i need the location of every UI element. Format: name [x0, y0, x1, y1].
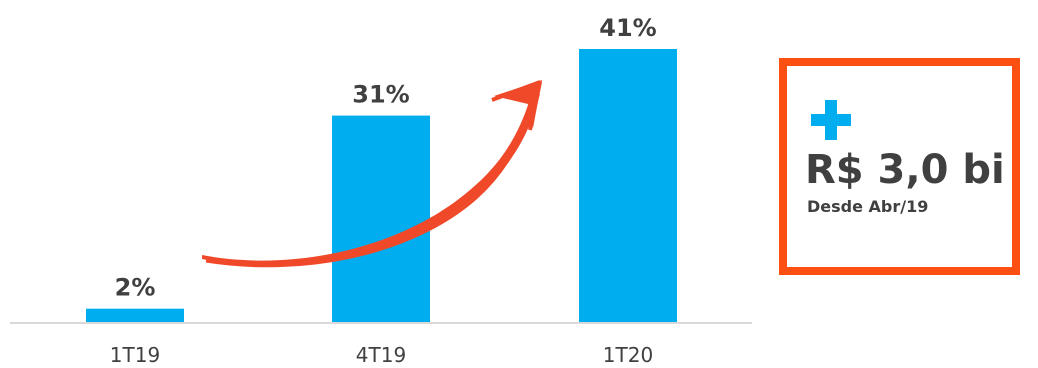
bar-1t20 [579, 49, 677, 322]
trend-arrow-icon [202, 80, 542, 268]
trend-arrow-head [494, 80, 542, 128]
x-tick-label-4t19: 4T19 [356, 343, 406, 367]
data-label-4t19: 31% [352, 81, 409, 109]
trend-arrow-head-stroke [491, 80, 542, 131]
trend-arrow-stroke-2 [205, 103, 536, 268]
callout-amount: R$ 3,0 bi [805, 147, 1005, 193]
x-tick-label-1t20: 1T20 [603, 343, 653, 367]
data-label-1t19: 2% [115, 274, 156, 302]
data-label-1t20: 41% [599, 14, 656, 42]
bar-1t19 [86, 308, 184, 322]
x-tick-label-1t19: 1T19 [110, 343, 160, 367]
callout-note: Desde Abr/19 [807, 197, 929, 216]
increase-callout-box: R$ 3,0 bi Desde Abr/19 [779, 58, 1020, 275]
bar-chart: 2% 1T19 31% 4T19 41% 1T20 [10, 14, 752, 367]
plus-icon [811, 100, 851, 140]
bar-4t19 [332, 115, 430, 323]
